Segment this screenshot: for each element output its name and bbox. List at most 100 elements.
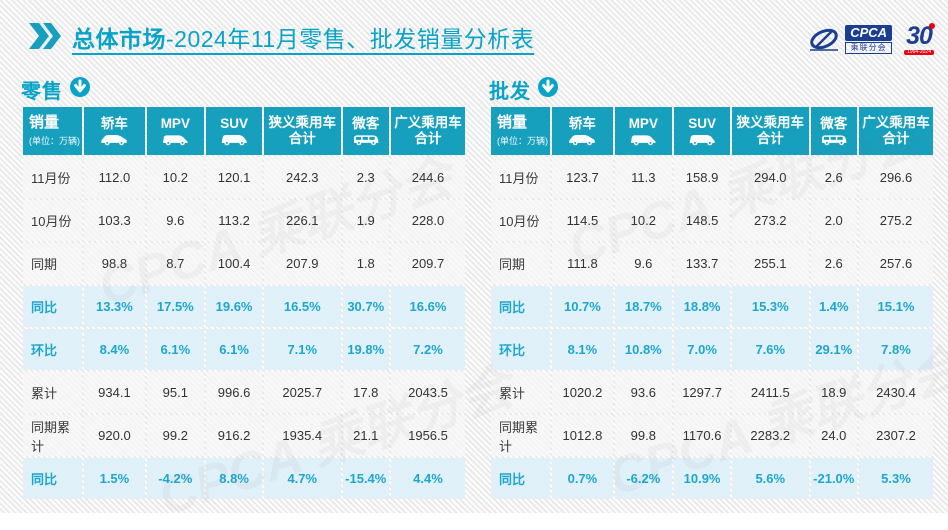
cell-sedan: 103.3: [84, 200, 145, 241]
anniversary-30-logo: 30 1994-2024: [904, 23, 935, 55]
column-label: SUV: [688, 116, 716, 132]
retail-section-head: 零售: [21, 76, 467, 103]
row-label: 累计: [23, 372, 83, 413]
circle-down-arrow-icon: [537, 76, 559, 103]
column-header-mpv: MPV: [614, 107, 673, 155]
cell-mpv: -4.2%: [146, 458, 205, 499]
cell-minivan: 17.8: [342, 372, 389, 413]
header: 总体市场-2024年11月零售、批发销量分析表 CPCA 乘联分会 30 199…: [0, 0, 948, 55]
column-label: 轿车: [100, 116, 128, 132]
table-row: 同比 0.7% -6.2% 10.9% 5.6% -21.0% 5.3%: [491, 458, 933, 499]
cell-broad-total: 4.4%: [390, 458, 465, 499]
sales-label: 销量: [497, 114, 528, 132]
row-label: 同比: [491, 458, 551, 499]
cell-sedan: 10.7%: [552, 286, 613, 327]
column-header-broad-total: 广义乘用车 合计: [858, 107, 933, 155]
cell-narrow-total: 4.7%: [264, 458, 341, 499]
cell-narrow-total: 294.0: [732, 157, 809, 198]
row-label: 累计: [491, 372, 551, 413]
column-header-narrow-total: 狭义乘用车 合计: [732, 107, 809, 155]
unit-label: (单位：万辆): [29, 135, 80, 146]
cell-sedan: 1.5%: [84, 458, 145, 499]
column-label: 微客: [352, 116, 380, 132]
unit-label: (单位：万辆): [497, 135, 548, 146]
cell-sedan: 8.1%: [552, 329, 613, 370]
column-label: MPV: [628, 116, 658, 132]
column-label: 广义乘用车 合计: [394, 115, 462, 146]
table-row: 累计 1020.2 93.6 1297.7 2411.5 18.9 2430.4: [491, 372, 933, 413]
cell-minivan: 1.9: [342, 200, 389, 241]
cell-mpv: 9.6: [146, 200, 205, 241]
mpv-car-icon: [147, 133, 205, 146]
cell-minivan: 19.8%: [342, 329, 389, 370]
cell-narrow-total: 1935.4: [264, 415, 341, 456]
cell-minivan: 2.0: [810, 200, 857, 241]
cpca-logo: CPCA 乘联分会: [806, 25, 893, 54]
cell-minivan: 21.1: [342, 415, 389, 456]
cell-mpv: 10.8%: [614, 329, 673, 370]
column-label: 广义乘用车 合计: [862, 115, 930, 146]
table-row: 同期 98.8 8.7 100.4 207.9 1.8 209.7: [23, 243, 465, 284]
column-header-suv: SUV: [206, 107, 263, 155]
column-label: 微客: [820, 116, 848, 132]
retail-label: 零售: [21, 80, 63, 103]
cell-mpv: 18.7%: [614, 286, 673, 327]
cell-mpv: 11.3: [614, 157, 673, 198]
table-row: 同比 1.5% -4.2% 8.8% 4.7% -15.4% 4.4%: [23, 458, 465, 499]
cell-broad-total: 2430.4: [858, 372, 933, 413]
cell-mpv: 95.1: [146, 372, 205, 413]
cell-suv: 19.6%: [206, 286, 263, 327]
row-label: 同期累计: [491, 415, 551, 456]
cell-broad-total: 228.0: [390, 200, 465, 241]
cell-mpv: -6.2%: [614, 458, 673, 499]
row-label: 同比: [23, 286, 83, 327]
header-row: 销量 (单位：万辆) 轿车 MPV SUV 狭义乘用车 合计 微客 广义乘用车 合计: [23, 107, 465, 155]
cell-sedan: 1020.2: [552, 372, 613, 413]
cell-suv: 120.1: [206, 157, 263, 198]
column-header-sedan: 轿车: [552, 107, 613, 155]
cell-suv: 8.8%: [206, 458, 263, 499]
row-label: 同期: [491, 243, 551, 284]
wholesale-section-head: 批发: [489, 76, 935, 103]
cell-minivan: 2.6: [810, 243, 857, 284]
suv-car-icon: [674, 133, 730, 146]
row-label: 10月份: [491, 200, 551, 241]
row-label: 同期: [23, 243, 83, 284]
column-label: SUV: [220, 116, 248, 132]
wholesale-section: 批发 销量 (单位：万辆) 轿车 MPV SUV 狭义乘用车 合计 微客 广义乘用车 合计 1…: [489, 76, 935, 501]
report-slide: CPCA 乘联分会 CPCA 乘联分会 CPCA 乘联分会 CPCA 乘联分会 …: [0, 0, 948, 513]
cell-narrow-total: 15.3%: [732, 286, 809, 327]
cell-broad-total: 296.6: [858, 157, 933, 198]
cell-mpv: 8.7: [146, 243, 205, 284]
sedan-car-icon: [552, 133, 612, 146]
sales-header-cell: 销量 (单位：万辆): [491, 107, 551, 155]
cell-sedan: 98.8: [84, 243, 145, 284]
column-label: 轿车: [568, 116, 596, 132]
column-label: MPV: [160, 116, 190, 132]
cell-suv: 158.9: [674, 157, 731, 198]
cell-broad-total: 7.2%: [390, 329, 465, 370]
row-label: 同比: [491, 286, 551, 327]
cpca-name: 乘联分会: [845, 42, 893, 54]
retail-section: 零售 销量 (单位：万辆) 轿车 MPV SUV 狭义乘用车 合计 微客 广义乘用车 合计 1…: [21, 76, 467, 501]
cell-sedan: 123.7: [552, 157, 613, 198]
cell-narrow-total: 226.1: [264, 200, 341, 241]
cell-sedan: 934.1: [84, 372, 145, 413]
cell-narrow-total: 273.2: [732, 200, 809, 241]
table-row: 10月份 103.3 9.6 113.2 226.1 1.9 228.0: [23, 200, 465, 241]
cell-sedan: 1012.8: [552, 415, 613, 456]
table-row: 10月份 114.5 10.2 148.5 273.2 2.0 275.2: [491, 200, 933, 241]
column-header-minivan: 微客: [810, 107, 857, 155]
cell-minivan: 2.3: [342, 157, 389, 198]
cell-minivan: 30.7%: [342, 286, 389, 327]
cell-suv: 148.5: [674, 200, 731, 241]
column-header-narrow-total: 狭义乘用车 合计: [264, 107, 341, 155]
table-row: 环比 8.1% 10.8% 7.0% 7.6% 29.1% 7.8%: [491, 329, 933, 370]
table-row: 同期累计 1012.8 99.8 1170.6 2283.2 24.0 2307.2: [491, 415, 933, 456]
cell-narrow-total: 2025.7: [264, 372, 341, 413]
cell-narrow-total: 5.6%: [732, 458, 809, 499]
cell-mpv: 17.5%: [146, 286, 205, 327]
cell-broad-total: 275.2: [858, 200, 933, 241]
table-row: 同期 111.8 9.6 133.7 255.1 2.6 257.6: [491, 243, 933, 284]
row-label: 环比: [491, 329, 551, 370]
